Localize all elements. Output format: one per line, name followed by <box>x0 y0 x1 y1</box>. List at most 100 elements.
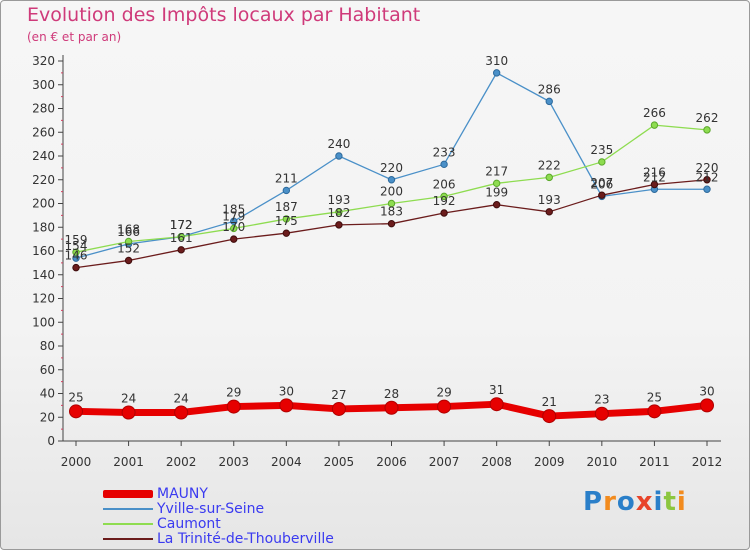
legend-swatch <box>103 538 153 540</box>
y-tick-label: 320 <box>32 54 55 68</box>
data-label: 154 <box>65 239 88 253</box>
y-tick-label: 120 <box>32 292 55 306</box>
x-tick-label: 2012 <box>692 455 723 469</box>
logo-letter: x <box>635 487 654 517</box>
data-point <box>335 152 343 160</box>
y-tick-label: 20 <box>40 410 55 424</box>
data-point <box>177 246 185 254</box>
data-label: 170 <box>222 220 245 234</box>
y-tick-label: 100 <box>32 315 55 329</box>
data-label: 152 <box>117 242 140 256</box>
data-label: 23 <box>594 393 609 407</box>
data-label: 193 <box>327 193 350 207</box>
legend-label: MAUNY <box>157 486 208 502</box>
data-label: 187 <box>275 200 298 214</box>
data-label: 212 <box>643 170 666 184</box>
data-point <box>279 398 294 413</box>
data-point <box>72 248 80 256</box>
data-point <box>489 397 504 412</box>
x-tick-label: 2001 <box>113 455 144 469</box>
data-point <box>437 399 452 414</box>
x-tick-label: 2002 <box>166 455 197 469</box>
legend-swatch <box>103 523 153 525</box>
data-label: 182 <box>327 206 350 220</box>
data-label: 266 <box>643 106 666 120</box>
data-point <box>282 215 291 223</box>
x-tick-label: 2006 <box>376 455 407 469</box>
data-point <box>492 69 501 77</box>
y-tick-label: 180 <box>32 220 55 234</box>
data-label: 166 <box>117 225 140 239</box>
data-point <box>69 404 83 419</box>
data-label: 211 <box>275 171 298 185</box>
data-label: 207 <box>590 176 613 190</box>
data-label: 217 <box>485 164 508 178</box>
data-label: 28 <box>384 387 399 401</box>
data-point <box>492 179 501 188</box>
data-point <box>282 229 291 237</box>
data-point <box>387 199 396 208</box>
data-label: 31 <box>489 383 504 397</box>
y-tick-label: 280 <box>32 102 55 116</box>
data-point <box>124 256 133 265</box>
x-tick-label: 2000 <box>61 455 92 469</box>
x-tick-label: 2010 <box>587 455 618 469</box>
data-point <box>226 399 241 414</box>
data-point <box>387 176 396 184</box>
data-point <box>492 200 501 209</box>
data-label: 146 <box>65 249 88 263</box>
data-point <box>545 208 553 216</box>
legend-item-caumont: Caumont <box>103 516 221 532</box>
data-label: 262 <box>696 111 719 125</box>
data-label: 240 <box>327 137 350 151</box>
x-tick-label: 2003 <box>218 455 249 469</box>
data-label: 222 <box>538 158 561 172</box>
data-point <box>650 121 659 129</box>
data-label: 24 <box>121 392 136 406</box>
data-label: 172 <box>170 218 193 232</box>
data-point <box>703 176 711 184</box>
x-tick-label: 2008 <box>481 455 512 469</box>
data-point <box>440 209 448 217</box>
data-point <box>121 405 136 420</box>
x-tick-label: 2005 <box>324 455 355 469</box>
x-tick-label: 2007 <box>429 455 460 469</box>
data-label: 29 <box>226 386 241 400</box>
y-tick-label: 260 <box>32 125 55 139</box>
data-label: 212 <box>696 170 719 184</box>
data-label: 25 <box>647 390 662 404</box>
data-label: 183 <box>380 205 403 219</box>
data-point <box>230 224 238 233</box>
logo-letter: i <box>653 487 664 517</box>
legend-item-la-trinite: La Trinité-de-Thouberville <box>103 531 334 547</box>
y-tick-label: 300 <box>32 78 55 92</box>
data-label: 29 <box>436 386 451 400</box>
data-point <box>282 186 291 195</box>
data-point <box>650 180 659 189</box>
data-label: 220 <box>380 161 403 175</box>
data-label: 193 <box>538 193 561 207</box>
x-tick-label: 2009 <box>534 455 565 469</box>
y-tick-label: 160 <box>32 244 55 258</box>
data-label: 233 <box>433 145 456 159</box>
legend-label: Yville-sur-Seine <box>157 501 265 517</box>
data-label: 25 <box>68 390 83 404</box>
data-point <box>545 173 553 182</box>
chart-title: Evolution des Impôts locaux par Habitant <box>27 4 421 26</box>
data-point <box>335 221 343 229</box>
legend-swatch <box>103 508 153 510</box>
data-point <box>335 208 343 216</box>
data-point <box>703 185 711 193</box>
data-point <box>647 404 662 419</box>
data-label: 220 <box>696 161 719 175</box>
data-point <box>230 235 238 243</box>
data-point <box>598 158 606 166</box>
y-tick-label: 0 <box>47 434 55 448</box>
x-tick-label: 2011 <box>639 455 670 469</box>
logo-letter: P <box>583 487 604 517</box>
data-label: 200 <box>380 185 403 199</box>
data-point <box>72 263 80 272</box>
data-label: 24 <box>174 392 189 406</box>
data-point <box>594 406 609 421</box>
